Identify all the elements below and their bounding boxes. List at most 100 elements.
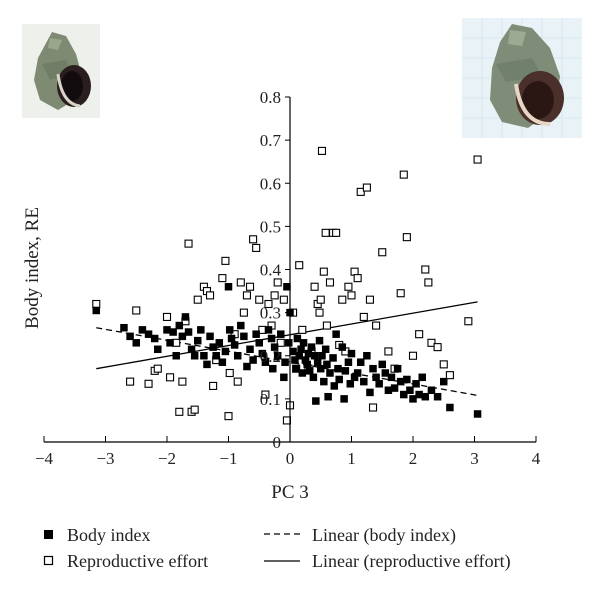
reproductive-effort-point xyxy=(365,295,375,304)
reproductive-effort-point xyxy=(282,416,291,425)
reproductive-effort-point xyxy=(242,291,251,300)
body-index-point xyxy=(321,345,330,354)
body-index-point xyxy=(433,392,442,401)
body-index-points xyxy=(92,283,482,418)
body-index-point xyxy=(412,380,420,388)
y-tick-label: 0.3 xyxy=(260,304,281,323)
body-index-point xyxy=(281,358,289,366)
reproductive-effort-point xyxy=(190,405,199,414)
body-index-point xyxy=(230,341,239,349)
reproductive-effort-point xyxy=(396,289,405,298)
reproductive-effort-point xyxy=(344,282,353,291)
body-index-point xyxy=(353,369,362,377)
reproductive-effort-point xyxy=(332,228,341,237)
body-index-point xyxy=(163,326,171,334)
body-index-point xyxy=(293,334,302,343)
legend-item-reproductive-effort: Reproductive effort xyxy=(43,551,208,571)
body-index-point xyxy=(190,352,199,360)
reproductive-effort-point xyxy=(255,295,264,304)
body-index-point xyxy=(269,364,277,373)
body-index-point xyxy=(390,384,399,392)
reproductive-effort-point xyxy=(252,243,261,252)
reproductive-effort-point xyxy=(408,351,418,360)
reproductive-effort-point xyxy=(433,343,442,352)
body-index-point xyxy=(227,334,236,343)
reproductive-effort-point xyxy=(439,360,448,369)
body-index-point xyxy=(473,410,482,418)
x-axis-title: PC 3 xyxy=(271,482,309,503)
body-index-point xyxy=(332,330,340,338)
x-tick-label: −3 xyxy=(96,449,114,468)
legend-item-linear-body-index: Linear (body index) xyxy=(264,525,456,546)
body-index-point xyxy=(212,352,220,360)
reproductive-effort-point xyxy=(153,364,162,373)
body-index-point xyxy=(372,373,380,382)
x-tick-label: −1 xyxy=(219,449,237,468)
legend-item-body-index: Body index xyxy=(44,525,151,545)
body-index-point xyxy=(393,364,402,373)
y-tick-label: 0.4 xyxy=(260,261,282,280)
reproductive-effort-point xyxy=(261,390,270,399)
x-tick-label: −4 xyxy=(35,449,54,468)
body-index-point xyxy=(369,364,377,373)
body-index-point xyxy=(126,332,134,341)
reproductive-effort-points xyxy=(92,146,482,425)
body-index-point xyxy=(267,334,276,343)
body-index-point xyxy=(340,395,348,403)
y-tick-label: 0.5 xyxy=(260,217,281,236)
body-index-point xyxy=(415,390,423,399)
body-index-point xyxy=(334,364,342,373)
body-index-point xyxy=(243,362,251,371)
reproductive-effort-point xyxy=(264,299,273,309)
reproductive-effort-point xyxy=(175,407,184,416)
body-index-point xyxy=(178,332,187,341)
body-index-point xyxy=(384,386,393,394)
body-index-point xyxy=(240,332,248,341)
body-index-point xyxy=(175,321,184,330)
body-index-point xyxy=(273,352,282,360)
x-tick-label: 4 xyxy=(532,449,541,468)
body-index-point xyxy=(224,283,233,291)
body-index-point xyxy=(335,375,343,384)
body-index-point xyxy=(375,380,383,388)
reproductive-effort-point xyxy=(315,308,324,317)
reproductive-effort-point xyxy=(317,146,327,155)
body-index-point xyxy=(166,339,174,347)
reproductive-effort-point xyxy=(249,235,258,244)
body-index-point xyxy=(194,336,202,345)
body-index-point xyxy=(277,330,285,338)
snail-shell-small-image xyxy=(22,24,100,118)
body-index-point xyxy=(381,369,390,377)
body-index-point xyxy=(409,395,417,403)
body-index-point xyxy=(318,352,326,360)
body-index-point xyxy=(324,392,332,401)
legend: Body index Reproductive effort Linear (b… xyxy=(43,525,511,572)
tick-labels: −4 −3 −2 −1 0 1 2 3 4 0 0.1 0.2 0.3 0.4 0.5 0.6 0.7 0.8 xyxy=(35,88,541,468)
reproductive-effort-point xyxy=(316,295,325,304)
body-index-point xyxy=(138,326,147,334)
body-index-point xyxy=(154,345,162,354)
body-index-point xyxy=(366,388,374,397)
body-index-point xyxy=(360,377,368,386)
body-index-point xyxy=(92,306,101,315)
body-index-point xyxy=(233,352,242,360)
body-index-point xyxy=(169,328,177,336)
body-index-point xyxy=(270,343,279,351)
reproductive-effort-point xyxy=(427,338,436,347)
body-index-point xyxy=(406,386,414,394)
reproductive-effort-point xyxy=(362,183,371,192)
reproductive-effort-point xyxy=(378,248,387,257)
body-index-point xyxy=(258,349,267,358)
body-index-point xyxy=(446,403,454,412)
body-index-point xyxy=(323,360,331,369)
legend-label-body-index: Body index xyxy=(67,525,151,545)
legend-label-reproductive-effort: Reproductive effort xyxy=(67,551,208,571)
reproductive-effort-point xyxy=(144,379,153,388)
reproductive-effort-point xyxy=(353,274,362,283)
body-index-point xyxy=(200,352,208,360)
x-tick-label: 3 xyxy=(470,449,479,468)
body-index-point xyxy=(255,339,263,347)
reproductive-effort-point xyxy=(209,381,218,390)
body-index-point xyxy=(346,380,355,388)
